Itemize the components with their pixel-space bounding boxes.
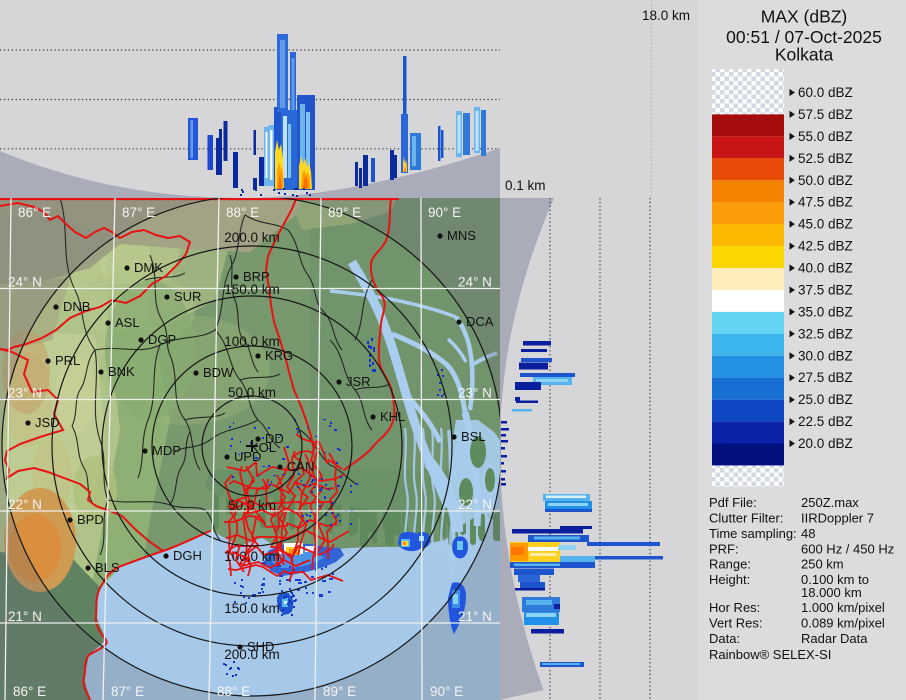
svg-text:BRP: BRP [243, 269, 270, 284]
svg-text:24° N: 24° N [8, 275, 42, 290]
svg-text:MNS: MNS [447, 228, 476, 243]
svg-text:21° N: 21° N [458, 609, 492, 624]
svg-text:IIRDoppler 7: IIRDoppler 7 [801, 511, 874, 526]
svg-text:90° E: 90° E [428, 205, 461, 220]
svg-text:47.5 dBZ: 47.5 dBZ [798, 195, 853, 210]
svg-text:32.5 dBZ: 32.5 dBZ [798, 326, 853, 341]
svg-text:KHL: KHL [380, 409, 405, 424]
svg-text:Time sampling:: Time sampling: [709, 526, 797, 541]
svg-text:200.0 km: 200.0 km [224, 647, 280, 662]
svg-text:40.0 dBZ: 40.0 dBZ [798, 261, 853, 276]
svg-text:100.0 km: 100.0 km [224, 334, 280, 349]
svg-text:Pdf File:: Pdf File: [709, 495, 757, 510]
svg-text:DCA: DCA [466, 314, 494, 329]
svg-text:24° N: 24° N [458, 275, 492, 290]
svg-text:88° E: 88° E [217, 684, 250, 699]
svg-text:250Z.max: 250Z.max [801, 495, 859, 510]
svg-text:BSL: BSL [461, 429, 486, 444]
svg-text:23° N: 23° N [8, 386, 42, 401]
svg-text:DD: DD [265, 431, 284, 446]
svg-text:Radar Data: Radar Data [801, 631, 868, 646]
svg-text:30.0 dBZ: 30.0 dBZ [798, 348, 853, 363]
svg-text:Height:: Height: [709, 572, 750, 587]
svg-text:57.5 dBZ: 57.5 dBZ [798, 107, 853, 122]
svg-text:100.0 km: 100.0 km [224, 549, 280, 564]
svg-text:86° E: 86° E [13, 684, 46, 699]
svg-text:18.0 km: 18.0 km [642, 8, 690, 23]
svg-text:Kolkata: Kolkata [775, 45, 834, 65]
svg-text:55.0 dBZ: 55.0 dBZ [798, 129, 853, 144]
svg-text:89° E: 89° E [328, 205, 361, 220]
svg-text:50.0 dBZ: 50.0 dBZ [798, 173, 853, 188]
svg-text:50.0 km: 50.0 km [228, 385, 276, 400]
svg-text:PRL: PRL [55, 353, 80, 368]
svg-text:SHD: SHD [247, 639, 274, 654]
svg-text:BLS: BLS [95, 560, 120, 575]
svg-text:DMK: DMK [134, 260, 163, 275]
svg-text:60.0 dBZ: 60.0 dBZ [798, 85, 853, 100]
svg-text:BNK: BNK [108, 364, 135, 379]
svg-text:87° E: 87° E [111, 684, 144, 699]
svg-text:87° E: 87° E [122, 205, 155, 220]
svg-text:CAN: CAN [287, 459, 314, 474]
svg-text:42.5 dBZ: 42.5 dBZ [798, 239, 853, 254]
svg-text:90° E: 90° E [430, 684, 463, 699]
svg-text:BDW: BDW [203, 365, 234, 380]
svg-text:MAX (dBZ): MAX (dBZ) [761, 7, 848, 27]
svg-text:DGH: DGH [173, 548, 202, 563]
svg-text:DGP: DGP [148, 332, 176, 347]
svg-text:35.0 dBZ: 35.0 dBZ [798, 304, 853, 319]
svg-text:Range:: Range: [709, 557, 751, 572]
svg-text:Hor Res:: Hor Res: [709, 600, 760, 615]
svg-text:1.000 km/pixel: 1.000 km/pixel [801, 600, 885, 615]
svg-text:23° N: 23° N [458, 386, 492, 401]
svg-text:250 km: 250 km [801, 557, 844, 572]
svg-text:Clutter Filter:: Clutter Filter: [709, 511, 783, 526]
svg-text:150.0 km: 150.0 km [224, 282, 280, 297]
svg-text:22.5 dBZ: 22.5 dBZ [798, 414, 853, 429]
svg-text:22° N: 22° N [458, 497, 492, 512]
svg-text:89° E: 89° E [323, 684, 356, 699]
svg-text:600 Hz / 450 Hz: 600 Hz / 450 Hz [801, 542, 894, 557]
svg-text:18.000 km: 18.000 km [801, 585, 862, 600]
svg-text:45.0 dBZ: 45.0 dBZ [798, 217, 853, 232]
svg-text:22° N: 22° N [8, 497, 42, 512]
svg-text:JSD: JSD [35, 415, 60, 430]
svg-text:UPD: UPD [234, 449, 261, 464]
svg-text:0.089 km/pixel: 0.089 km/pixel [801, 616, 885, 631]
svg-text:86° E: 86° E [18, 205, 51, 220]
svg-text:88° E: 88° E [226, 205, 259, 220]
svg-text:00:51 / 07-Oct-2025: 00:51 / 07-Oct-2025 [726, 27, 882, 47]
svg-text:MDP: MDP [152, 443, 181, 458]
svg-text:SUR: SUR [174, 289, 201, 304]
svg-text:KRG: KRG [265, 348, 293, 363]
svg-text:DNB: DNB [63, 299, 90, 314]
svg-text:52.5 dBZ: 52.5 dBZ [798, 151, 853, 166]
svg-text:48: 48 [801, 526, 815, 541]
svg-text:Rainbow® SELEX-SI: Rainbow® SELEX-SI [709, 647, 831, 662]
svg-text:25.0 dBZ: 25.0 dBZ [798, 392, 853, 407]
svg-text:21° N: 21° N [8, 609, 42, 624]
svg-text:37.5 dBZ: 37.5 dBZ [798, 283, 853, 298]
svg-text:ASL: ASL [115, 315, 140, 330]
svg-text:PRF:: PRF: [709, 542, 739, 557]
svg-text:150.0 km: 150.0 km [224, 601, 280, 616]
svg-text:0.1 km: 0.1 km [505, 178, 546, 193]
svg-text:Data:: Data: [709, 631, 740, 646]
svg-text:0.100 km to: 0.100 km to [801, 572, 869, 587]
svg-text:20.0 dBZ: 20.0 dBZ [798, 436, 853, 451]
svg-text:JSR: JSR [346, 374, 371, 389]
svg-text:200.0 km: 200.0 km [224, 230, 280, 245]
svg-text:Vert Res:: Vert Res: [709, 616, 762, 631]
svg-text:BPD: BPD [77, 512, 104, 527]
svg-text:27.5 dBZ: 27.5 dBZ [798, 370, 853, 385]
svg-text:KOL: KOL [250, 440, 276, 455]
